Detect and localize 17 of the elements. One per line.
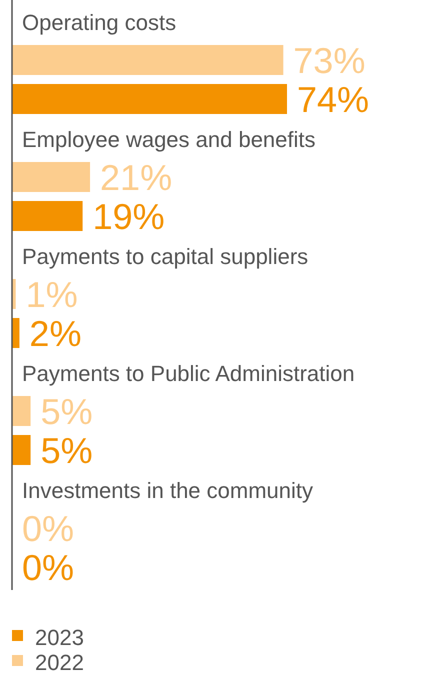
y-tick-label: Operating costs xyxy=(22,10,176,35)
data-label: 5% xyxy=(40,391,93,432)
data-label: 5% xyxy=(40,430,93,471)
data-label: 0% xyxy=(22,547,74,588)
y-tick-label: Employee wages and benefits xyxy=(22,127,316,152)
data-label: 19% xyxy=(92,196,165,237)
y-tick-label: Payments to Public Administration xyxy=(22,361,355,386)
data-label: 21% xyxy=(100,157,172,198)
data-label: 1% xyxy=(26,274,78,315)
data-label: 0% xyxy=(22,508,74,549)
data-label: 74% xyxy=(297,79,370,120)
data-label: 2% xyxy=(29,313,82,354)
legend-label: 2023 xyxy=(35,625,84,650)
y-tick-label: Payments to capital suppliers xyxy=(22,244,308,269)
y-tick-label: Investments in the community xyxy=(22,478,314,503)
legend-label: 2022 xyxy=(35,650,84,675)
data-label: 73% xyxy=(293,40,366,81)
